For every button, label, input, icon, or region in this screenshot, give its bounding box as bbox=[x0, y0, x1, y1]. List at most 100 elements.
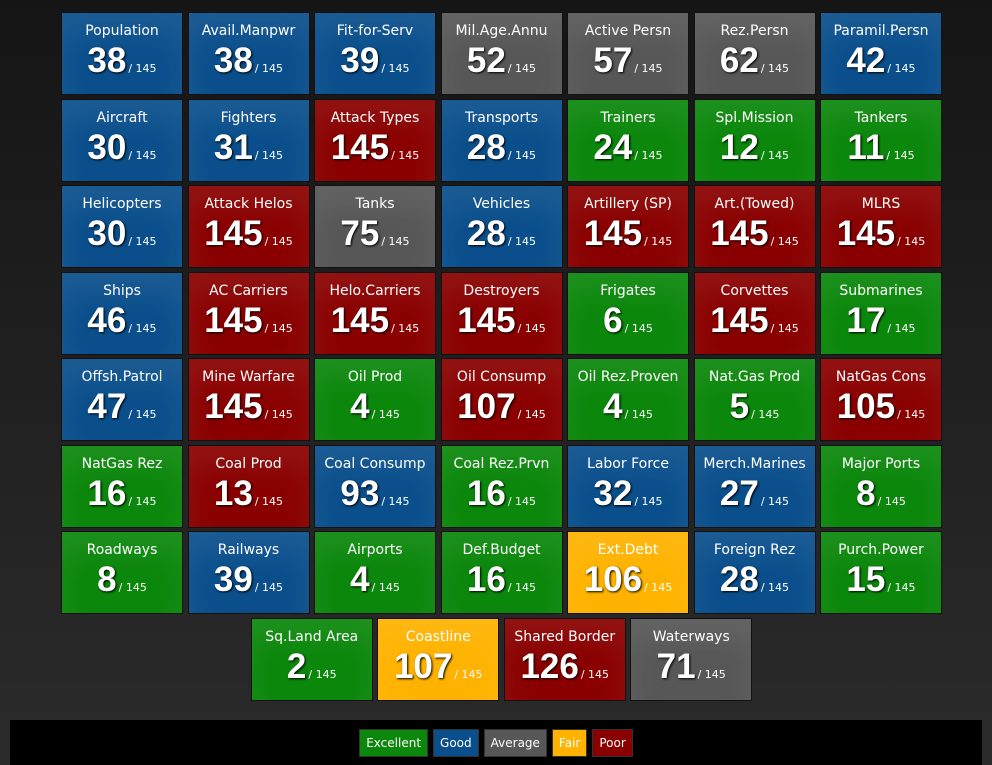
stat-tile: Offsh.Patrol 47/ 145 bbox=[61, 358, 183, 441]
rank: 145 bbox=[836, 214, 896, 253]
rank: 15 bbox=[846, 560, 886, 599]
rank: 57 bbox=[593, 41, 633, 80]
stat-label: Nat.Gas Prod bbox=[708, 369, 801, 385]
stat-value: 62/ 145 bbox=[695, 41, 815, 81]
stat-value: 145/ 145 bbox=[695, 214, 815, 254]
rank-total: / 145 bbox=[128, 148, 157, 162]
rank-total: / 145 bbox=[770, 235, 799, 248]
stat-label: Tankers bbox=[854, 109, 908, 126]
stat-tile: Railways 39/ 145 bbox=[187, 531, 310, 614]
stat-value: 16/ 145 bbox=[442, 474, 562, 514]
stat-tile: Coal Rez.Prvn 16/ 145 bbox=[440, 444, 563, 528]
stat-tile: Trainers 24/ 145 bbox=[567, 98, 689, 182]
rank-total: / 145 bbox=[128, 321, 157, 335]
stat-label: Oil Prod bbox=[347, 369, 403, 385]
rank-total: / 145 bbox=[887, 321, 916, 335]
stat-label: Oil Consump bbox=[456, 369, 547, 385]
rank: 6 bbox=[603, 300, 623, 340]
rank: 107 bbox=[457, 387, 516, 426]
stat-value: 145/ 145 bbox=[189, 301, 309, 341]
stat-tile: Major Ports 8/ 145 bbox=[820, 444, 942, 528]
stat-tile: Helo.Carriers 145/ 145 bbox=[314, 271, 436, 355]
rank: 105 bbox=[836, 387, 896, 426]
stat-label: Oil Rez.Proven bbox=[577, 369, 679, 385]
stat-value: 17/ 145 bbox=[821, 301, 941, 341]
stat-value: 93/ 145 bbox=[315, 474, 435, 514]
stat-label: Corvettes bbox=[720, 282, 789, 299]
rank-total: / 145 bbox=[517, 321, 546, 335]
stat-label: AC Carriers bbox=[209, 282, 288, 299]
rank-total: / 145 bbox=[644, 235, 673, 248]
stat-tile: Attack Types 145/ 145 bbox=[314, 98, 436, 182]
rank-total: / 145 bbox=[897, 235, 926, 248]
rank-total: / 145 bbox=[381, 235, 410, 248]
stat-label: NatGas Cons bbox=[835, 369, 927, 385]
stat-value: 145/ 145 bbox=[315, 301, 435, 341]
stat-label: Art.(Towed) bbox=[714, 196, 795, 212]
stat-value: 47/ 145 bbox=[62, 387, 182, 427]
stat-value: 8/ 145 bbox=[821, 474, 941, 514]
stat-value: 107/ 145 bbox=[442, 387, 562, 427]
stat-value: 30/ 145 bbox=[62, 214, 182, 254]
rank-total: / 145 bbox=[118, 581, 147, 594]
legend-item: Average bbox=[483, 728, 547, 757]
rank-total: / 145 bbox=[580, 667, 610, 681]
stat-label: Labor Force bbox=[587, 455, 669, 472]
stat-tile: Oil Consump 107/ 145 bbox=[440, 358, 563, 441]
stat-value: 24/ 145 bbox=[568, 128, 688, 168]
stat-tile: Tanks 75/ 145 bbox=[314, 185, 436, 268]
stat-tile: Paramil.Persn 42/ 145 bbox=[820, 12, 942, 95]
rank-total: / 145 bbox=[760, 62, 790, 75]
stat-value: 16/ 145 bbox=[442, 560, 562, 600]
stat-value: 32/ 145 bbox=[568, 474, 688, 514]
rank: 4 bbox=[350, 387, 370, 426]
rank-total: / 145 bbox=[454, 667, 483, 681]
rank-total: / 145 bbox=[254, 494, 284, 508]
stat-label: Ext.Debt bbox=[597, 542, 659, 558]
rank-total: / 145 bbox=[760, 148, 790, 162]
rank-total: / 145 bbox=[887, 62, 916, 75]
stat-value: 2/ 145 bbox=[252, 647, 372, 687]
stat-value: 28/ 145 bbox=[442, 128, 562, 168]
stat-label: Waterways bbox=[652, 628, 730, 645]
stat-value: 57/ 145 bbox=[568, 41, 688, 81]
rank: 126 bbox=[520, 646, 579, 686]
stat-tile: Corvettes 145/ 145 bbox=[693, 271, 816, 355]
stat-tile: Art.(Towed) 145/ 145 bbox=[693, 185, 816, 268]
rank: 27 bbox=[719, 473, 759, 513]
stat-label: Coal Rez.Prvn bbox=[453, 455, 550, 472]
rank: 13 bbox=[213, 473, 253, 513]
rank-total: / 145 bbox=[391, 148, 420, 162]
rank: 52 bbox=[466, 41, 506, 80]
rank: 62 bbox=[719, 41, 759, 80]
stat-label: Attack Types bbox=[330, 109, 420, 126]
rank: 145 bbox=[330, 127, 390, 167]
stat-label: Trainers bbox=[600, 109, 656, 126]
stat-label: Airports bbox=[347, 542, 403, 558]
rank: 145 bbox=[204, 300, 263, 340]
stat-tile: Def.Budget 16/ 145 bbox=[440, 531, 563, 614]
rank: 145 bbox=[204, 387, 263, 426]
stat-value: 38/ 145 bbox=[62, 41, 182, 81]
stat-value: 13/ 145 bbox=[189, 474, 309, 514]
stat-value: 28/ 145 bbox=[695, 560, 815, 600]
stat-value: 145/ 145 bbox=[568, 214, 688, 254]
stat-tile: Purch.Power 15/ 145 bbox=[820, 531, 942, 614]
rank-total: / 145 bbox=[697, 667, 726, 681]
stat-tile: Avail.Manpwr 38/ 145 bbox=[187, 12, 310, 95]
rank-total: / 145 bbox=[634, 494, 663, 508]
rank: 38 bbox=[213, 41, 253, 80]
rank-total: / 145 bbox=[877, 494, 906, 508]
stat-label: Paramil.Persn bbox=[833, 23, 929, 39]
rank-total: / 145 bbox=[507, 235, 537, 248]
stat-tile: Vehicles 28/ 145 bbox=[440, 185, 563, 268]
stat-label: Def.Budget bbox=[462, 542, 541, 558]
stat-tile: Tankers 11/ 145 bbox=[820, 98, 942, 182]
rank-total: / 145 bbox=[254, 62, 284, 75]
stat-tile: Oil Rez.Proven 4/ 145 bbox=[567, 358, 689, 441]
stat-label: Fighters bbox=[220, 109, 277, 126]
stat-label: Helicopters bbox=[82, 196, 162, 212]
stat-value: 4/ 145 bbox=[568, 387, 688, 427]
rank-total: / 145 bbox=[128, 62, 157, 75]
stat-label: Coal Prod bbox=[215, 455, 282, 472]
